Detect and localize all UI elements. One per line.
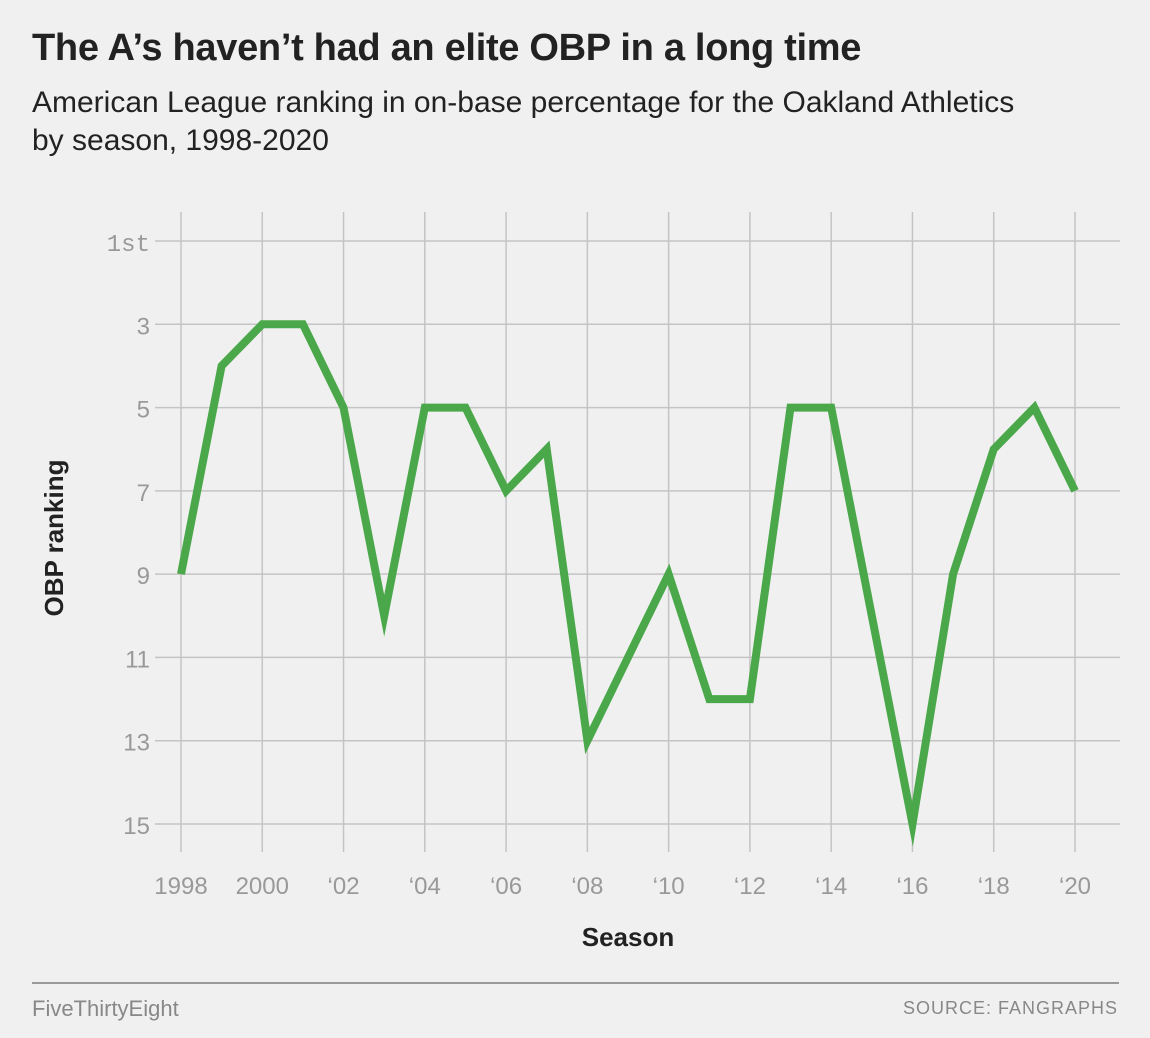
data-point [624, 653, 632, 661]
y-tick-label: 5 [137, 397, 150, 424]
x-axis-label: Season [582, 922, 675, 952]
y-axis-ticks: 1st 3 5 7 9 11 13 15 [107, 232, 150, 840]
y-tick-label: 13 [123, 730, 150, 757]
data-point [299, 320, 307, 328]
x-tick-label: ‘10 [653, 873, 685, 900]
y-tick-label: 1st [107, 232, 150, 259]
data-point [461, 404, 469, 412]
data-point [787, 404, 795, 412]
chart-title: The A’s haven’t had an elite OBP in a lo… [32, 27, 862, 69]
line-chart: 1st 3 5 7 9 11 13 15 1998 2000 ‘02 ‘04 ‘06 ‘08 ‘10 ‘12… [39, 212, 1120, 952]
x-tick-label: ‘06 [490, 873, 522, 900]
data-point [665, 570, 673, 578]
x-tick-label: ‘20 [1059, 873, 1091, 900]
y-tick-label: 15 [123, 813, 150, 840]
x-tick-label: 1998 [154, 873, 207, 900]
x-tick-label: ‘08 [571, 873, 603, 900]
data-point [908, 820, 916, 828]
y-tick-label: 7 [137, 480, 150, 507]
x-axis-ticks: 1998 2000 ‘02 ‘04 ‘06 ‘08 ‘10 ‘12 ‘14 ‘16 ‘18 ‘20 [154, 873, 1091, 900]
y-tick-label: 11 [125, 646, 150, 673]
data-point [1030, 404, 1038, 412]
data-point [827, 404, 835, 412]
x-tick-label: ‘18 [978, 873, 1010, 900]
data-point [990, 445, 998, 453]
data-point [380, 612, 388, 620]
y-tick-label: 9 [137, 563, 150, 590]
data-point [543, 445, 551, 453]
data-point [746, 695, 754, 703]
y-axis-label: OBP ranking [39, 459, 69, 616]
x-tick-label: ‘02 [328, 873, 360, 900]
data-point [705, 695, 713, 703]
data-point [583, 737, 591, 745]
x-tick-label: 2000 [236, 873, 289, 900]
data-point [949, 570, 957, 578]
data-point [421, 404, 429, 412]
data-point [502, 487, 510, 495]
brand-logo-text: FiveThirtyEight [32, 996, 179, 1021]
x-tick-label: ‘14 [815, 873, 847, 900]
grid-lines [155, 212, 1120, 852]
x-tick-label: ‘12 [734, 873, 766, 900]
x-tick-label: ‘04 [409, 873, 441, 900]
source-note: SOURCE: FANGRAPHS [902, 998, 1118, 1018]
x-tick-label: ‘16 [896, 873, 928, 900]
data-point [218, 362, 226, 370]
data-point [1071, 487, 1079, 495]
series-line [177, 320, 1079, 847]
data-point [340, 404, 348, 412]
chart-subtitle: American League ranking in on-base perce… [32, 86, 1015, 157]
series-group [177, 320, 1079, 847]
y-tick-label: 3 [137, 313, 150, 340]
footer-divider [32, 982, 1119, 984]
data-point [258, 320, 266, 328]
data-point [868, 612, 876, 620]
data-point [177, 570, 185, 578]
